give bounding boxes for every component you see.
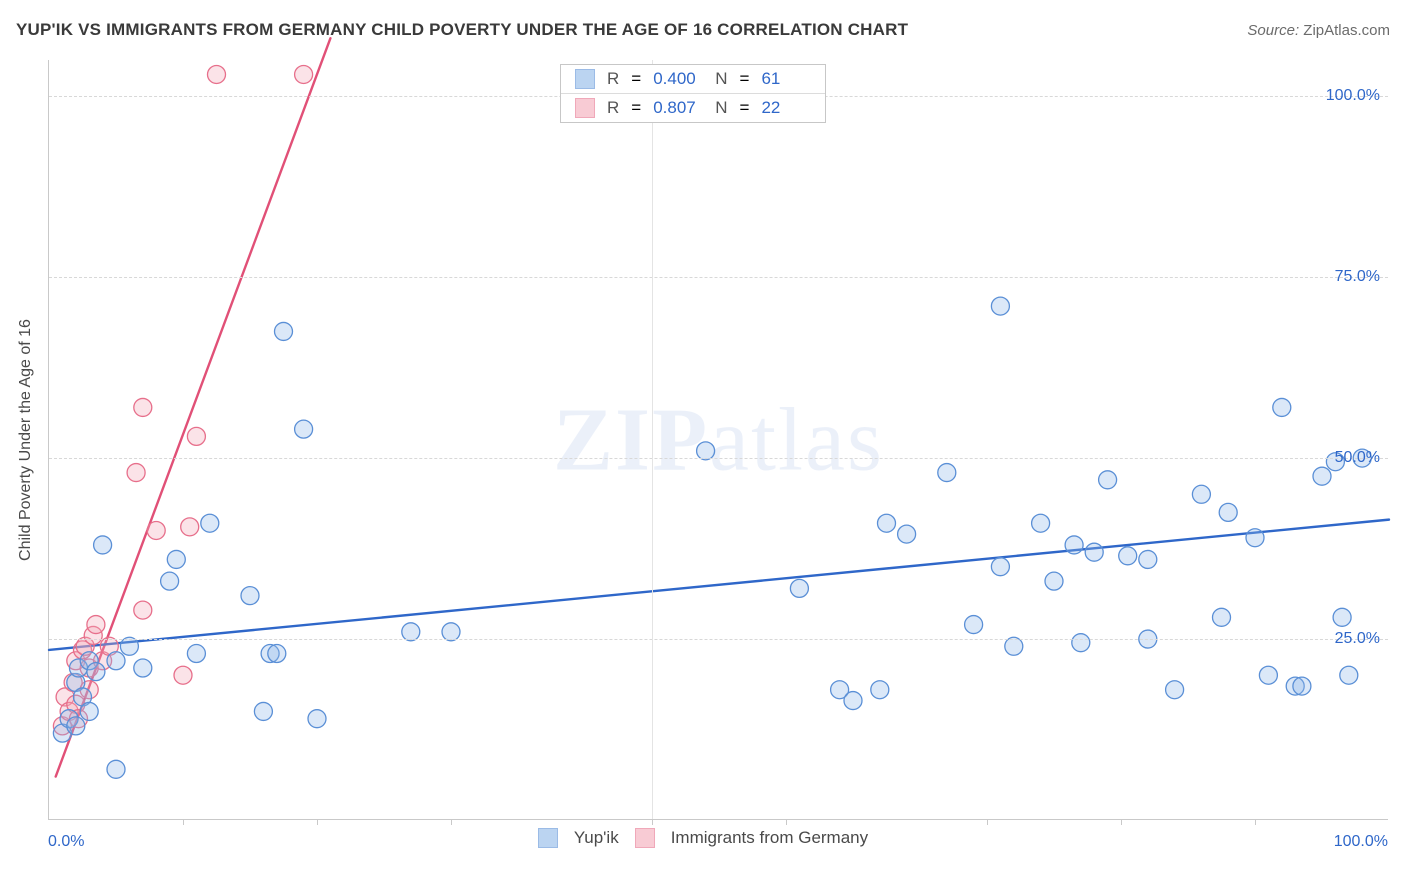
yupik-point: [1219, 503, 1237, 521]
germany-point: [87, 616, 105, 634]
yupik-point: [938, 464, 956, 482]
yupik-point: [1085, 543, 1103, 561]
source-attribution: Source: ZipAtlas.com: [1247, 22, 1390, 39]
series-legend: Yup'ik Immigrants from Germany: [0, 828, 1406, 848]
yupik-point: [871, 681, 889, 699]
legend-label-germany: Immigrants from Germany: [671, 828, 868, 848]
yupik-point: [1259, 666, 1277, 684]
y-tick-label: 25.0%: [1335, 630, 1380, 648]
yupik-point: [1246, 529, 1264, 547]
plot-svg: [49, 60, 1388, 819]
yupik-point: [790, 579, 808, 597]
yupik-regression-line: [49, 520, 1389, 650]
yupik-point: [1099, 471, 1117, 489]
yupik-point: [1333, 608, 1351, 626]
yupik-point: [308, 710, 326, 728]
x-tick: [1121, 819, 1122, 825]
germany-point: [208, 65, 226, 83]
yupik-point: [268, 645, 286, 663]
y-tick-label: 100.0%: [1326, 87, 1380, 105]
yupik-point: [295, 420, 313, 438]
n-label: N: [715, 98, 727, 118]
yupik-point: [1072, 634, 1090, 652]
yupik-point: [1313, 467, 1331, 485]
legend-swatch-germany: [575, 98, 595, 118]
yupik-point: [844, 692, 862, 710]
yupik-point: [1065, 536, 1083, 554]
yupik-point: [1045, 572, 1063, 590]
chart-title: YUP'IK VS IMMIGRANTS FROM GERMANY CHILD …: [16, 20, 908, 40]
germany-point: [134, 398, 152, 416]
gridline-h: [49, 639, 1388, 640]
y-axis-title: Child Poverty Under the Age of 16: [17, 319, 35, 561]
germany-point: [127, 464, 145, 482]
x-axis-start-label: 0.0%: [48, 833, 84, 851]
yupik-point: [991, 558, 1009, 576]
yupik-point: [201, 514, 219, 532]
germany-point: [134, 601, 152, 619]
y-tick-label: 75.0%: [1335, 268, 1380, 286]
legend-swatch-yupik: [538, 828, 558, 848]
yupik-point: [1139, 550, 1157, 568]
x-tick: [652, 819, 653, 825]
yupik-point: [1192, 485, 1210, 503]
yupik-point: [80, 702, 98, 720]
germany-point: [187, 427, 205, 445]
x-tick: [786, 819, 787, 825]
yupik-point: [134, 659, 152, 677]
legend-swatch-yupik: [575, 69, 595, 89]
r-value: 0.807: [653, 98, 703, 118]
yupik-point: [161, 572, 179, 590]
germany-point: [174, 666, 192, 684]
yupik-point: [187, 645, 205, 663]
yupik-point: [1293, 677, 1311, 695]
correlation-legend: R=0.400N=61R=0.807N=22: [560, 64, 826, 123]
yupik-point: [965, 616, 983, 634]
gridline-h: [49, 277, 1388, 278]
yupik-point: [878, 514, 896, 532]
yupik-point: [991, 297, 1009, 315]
yupik-point: [1273, 398, 1291, 416]
legend-label-yupik: Yup'ik: [574, 828, 619, 848]
gridline-h: [49, 458, 1388, 459]
yupik-point: [275, 322, 293, 340]
x-tick: [183, 819, 184, 825]
n-value: 22: [761, 98, 811, 118]
x-tick: [451, 819, 452, 825]
x-axis-end-label: 100.0%: [1334, 833, 1388, 851]
x-tick: [987, 819, 988, 825]
yupik-point: [1032, 514, 1050, 532]
yupik-point: [94, 536, 112, 554]
y-tick-label: 50.0%: [1335, 449, 1380, 467]
legend-stat-row-yupik: R=0.400N=61: [561, 65, 825, 93]
scatter-chart: ZIPatlas 25.0%50.0%75.0%100.0%: [48, 60, 1388, 820]
r-value: 0.400: [653, 69, 703, 89]
gridline-v: [652, 60, 653, 819]
source-label: Source:: [1247, 22, 1299, 39]
legend-stat-row-germany: R=0.807N=22: [561, 93, 825, 122]
yupik-point: [1340, 666, 1358, 684]
yupik-point: [254, 702, 272, 720]
yupik-point: [1119, 547, 1137, 565]
r-label: R: [607, 69, 619, 89]
yupik-point: [1213, 608, 1231, 626]
yupik-point: [1166, 681, 1184, 699]
yupik-point: [898, 525, 916, 543]
germany-point: [147, 521, 165, 539]
legend-swatch-germany: [635, 828, 655, 848]
source-value: ZipAtlas.com: [1303, 22, 1390, 39]
r-label: R: [607, 98, 619, 118]
n-value: 61: [761, 69, 811, 89]
x-tick: [1255, 819, 1256, 825]
yupik-point: [107, 760, 125, 778]
yupik-point: [107, 652, 125, 670]
yupik-point: [167, 550, 185, 568]
n-label: N: [715, 69, 727, 89]
yupik-point: [241, 587, 259, 605]
germany-point: [181, 518, 199, 536]
yupik-point: [67, 717, 85, 735]
yupik-point: [87, 663, 105, 681]
germany-point: [295, 65, 313, 83]
x-tick: [317, 819, 318, 825]
